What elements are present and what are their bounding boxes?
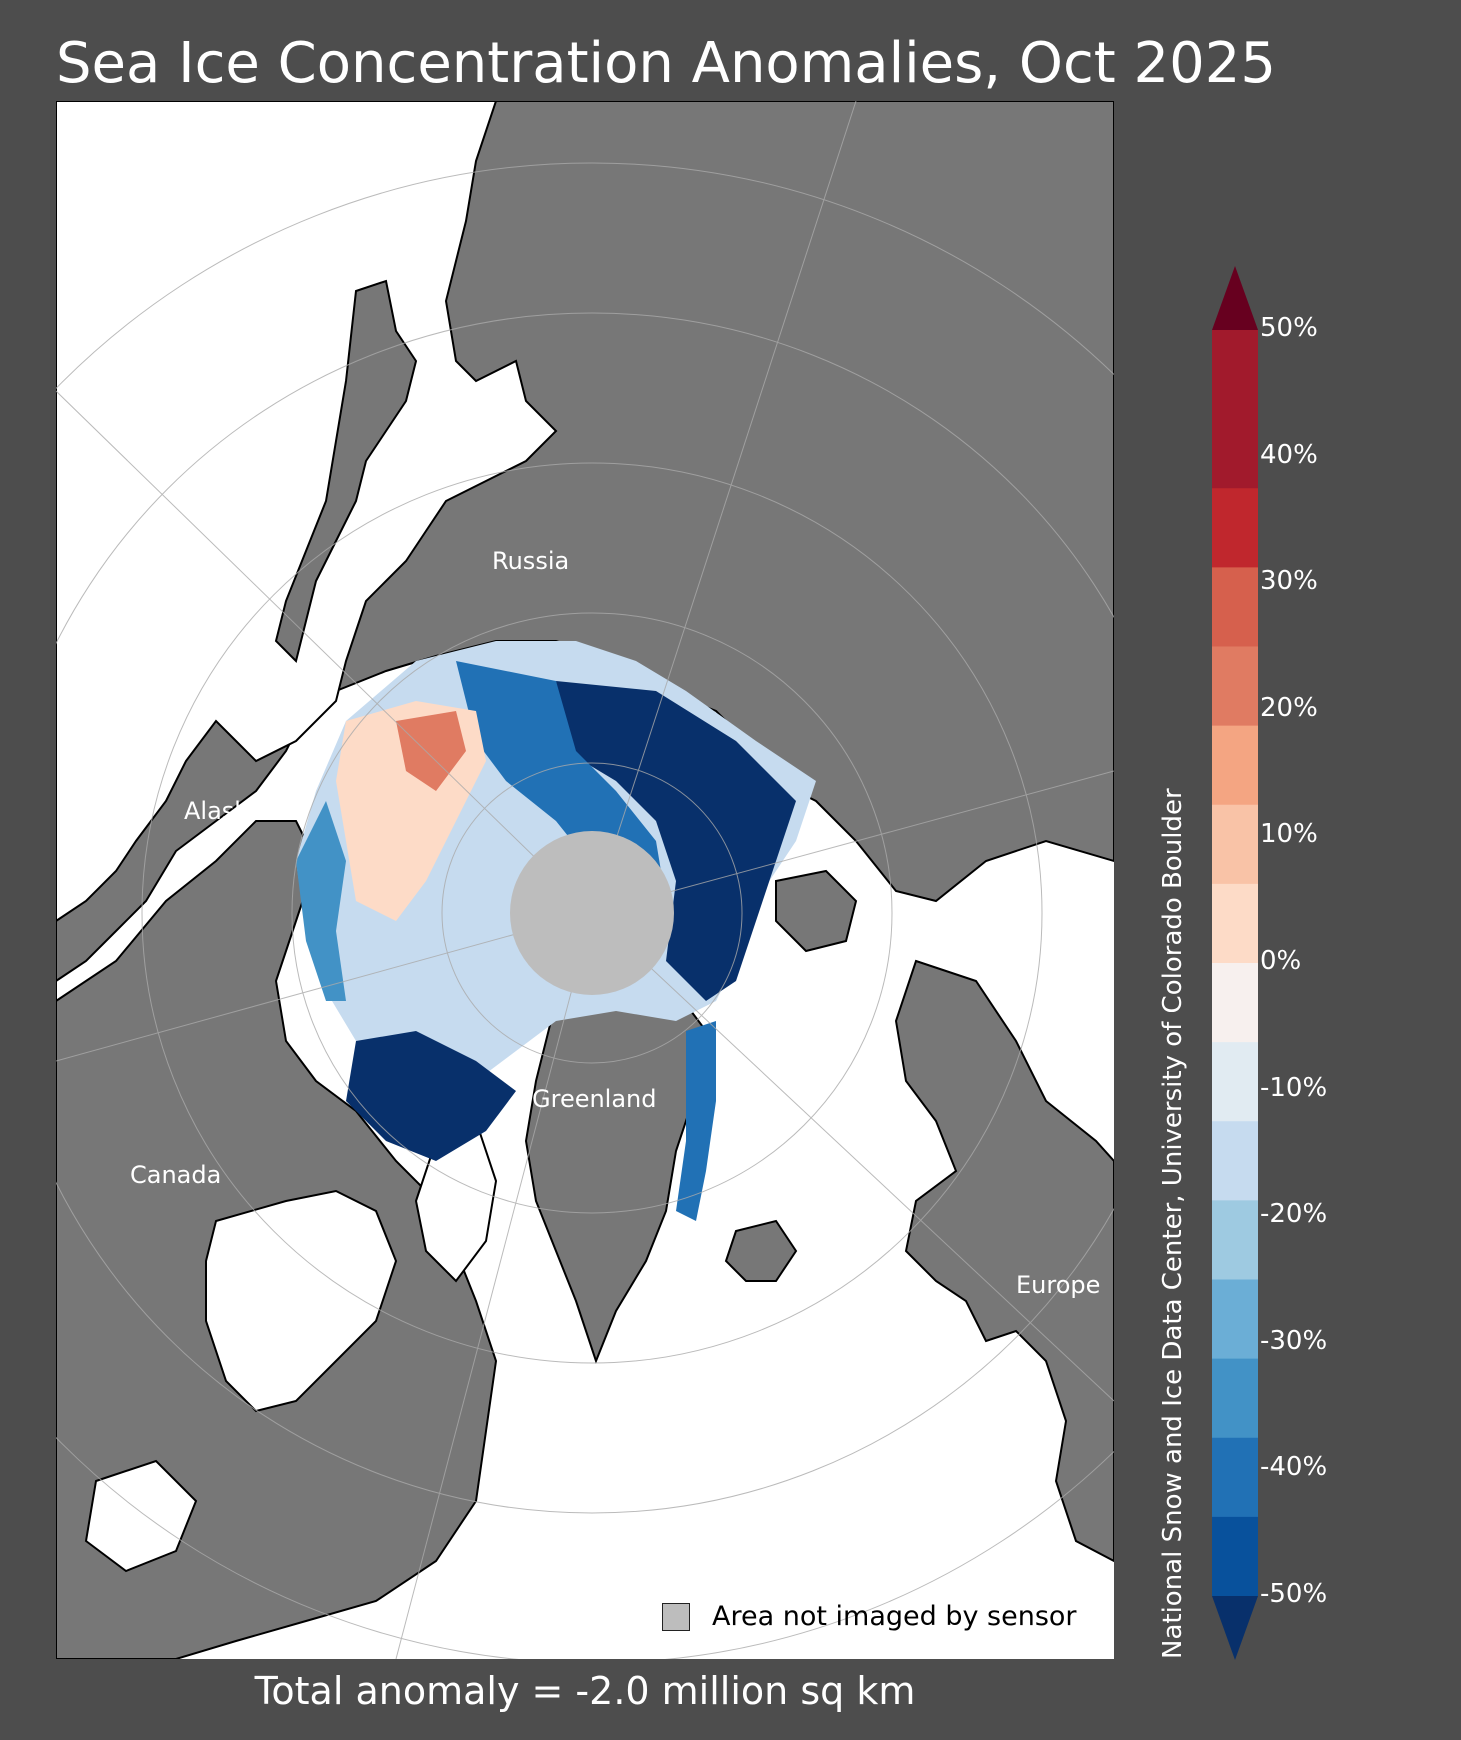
ocean-hudson	[205, 1189, 398, 1413]
ice-anomaly-max	[396, 711, 466, 791]
ice-anomaly-deep	[556, 681, 796, 1001]
colorbar-bottom-arrow	[1212, 1596, 1258, 1660]
pole-hole	[510, 831, 674, 995]
colorbar-band	[1212, 488, 1258, 568]
ice-anomaly-east-greenland	[676, 1021, 716, 1221]
colorbar-band	[1212, 963, 1258, 1043]
ice-anomaly-west-edge	[296, 801, 346, 1001]
colorbar-tick-label: -30%	[1260, 1325, 1328, 1356]
graticule	[56, 101, 1114, 1659]
legend-swatch	[662, 1602, 690, 1631]
label-europe: Europe	[1016, 1271, 1101, 1299]
legend-note: Area not imaged by sensor	[662, 1601, 1077, 1632]
credit-text: National Snow and Ice Data Center, Unive…	[1158, 788, 1188, 1659]
colorbar-band	[1212, 1437, 1258, 1518]
colorbar-band	[1212, 804, 1258, 885]
land-chukotka	[274, 279, 418, 663]
land-europe	[894, 959, 1114, 1563]
colorbar-band	[1212, 646, 1258, 727]
land-iceland	[724, 1219, 798, 1282]
colorbar-band	[1212, 1358, 1258, 1439]
colorbar-tick-label: 30%	[1260, 566, 1318, 597]
colorbar-band	[1212, 1279, 1258, 1360]
colorbar-tick-label: 10%	[1260, 819, 1318, 850]
colorbar-band	[1212, 567, 1258, 647]
colorbar-band	[1212, 409, 1258, 489]
land-svalbard	[775, 869, 858, 953]
colorbar	[1212, 266, 1258, 1660]
colorbar-tick-label: 50%	[1260, 313, 1318, 343]
label-alaska: Alaska	[184, 797, 263, 825]
colorbar-band	[1212, 1121, 1258, 1201]
polar-map: Russia Alaska Canada Greenland Europe Ar…	[56, 101, 1114, 1659]
colorbar-tick-label: -40%	[1260, 1452, 1328, 1483]
colorbar-tick-label: -10%	[1260, 1072, 1328, 1103]
label-greenland: Greenland	[532, 1085, 657, 1113]
ice-anomaly-archipelago	[346, 1031, 516, 1161]
legend-text: Area not imaged by sensor	[712, 1601, 1077, 1632]
map-graphic	[56, 101, 1114, 1659]
colorbar-band	[1212, 1516, 1258, 1597]
colorbar-band	[1212, 330, 1258, 410]
ocean-pacific	[56, 101, 558, 923]
colorbar-tick-label: -20%	[1260, 1199, 1328, 1230]
page-title: Sea Ice Concentration Anomalies, Oct 202…	[56, 31, 1277, 96]
label-canada: Canada	[130, 1161, 222, 1189]
colorbar-band	[1212, 725, 1258, 806]
colorbar-tick-label: -50%	[1260, 1579, 1328, 1609]
colorbar-bands	[1212, 330, 1258, 1597]
colorbar-band	[1212, 1042, 1258, 1122]
label-russia: Russia	[492, 547, 570, 575]
colorbar-band	[1212, 1200, 1258, 1280]
land-greenland	[524, 979, 708, 1364]
colorbar-band	[1212, 883, 1258, 964]
colorbar-tick-label: 40%	[1260, 439, 1318, 470]
colorbar-tick-label: 20%	[1260, 692, 1318, 723]
colorbar-top-arrow	[1212, 266, 1258, 330]
ocean-labrador	[84, 1459, 198, 1573]
total-anomaly: Total anomaly = -2.0 million sq km	[254, 1669, 916, 1713]
colorbar-tick-label: 0%	[1260, 946, 1302, 976]
